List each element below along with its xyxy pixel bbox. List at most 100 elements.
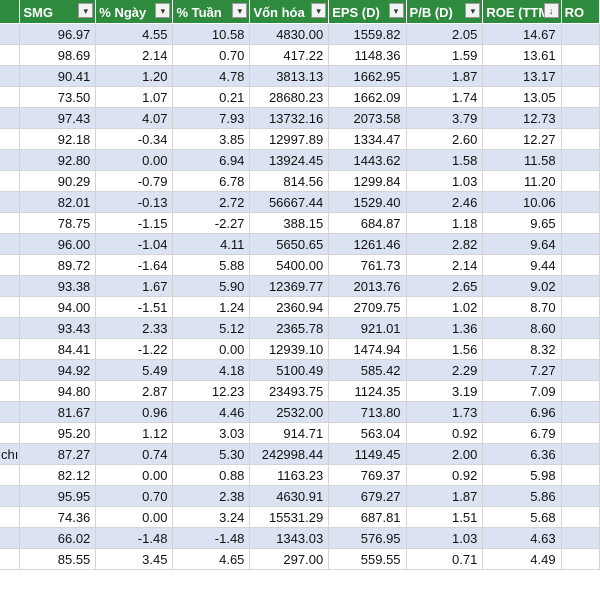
table-cell[interactable]: [0, 401, 21, 423]
table-cell[interactable]: 1529.40: [328, 191, 407, 213]
table-cell[interactable]: 5100.49: [249, 359, 330, 381]
filter-dropdown-icon[interactable]: ▾: [465, 3, 481, 18]
table-cell[interactable]: 4.65: [172, 548, 251, 570]
table-cell[interactable]: -0.34: [95, 128, 174, 150]
table-cell[interactable]: 4.78: [172, 65, 251, 87]
table-cell[interactable]: [561, 275, 600, 297]
table-cell[interactable]: 1559.82: [328, 23, 407, 45]
table-cell[interactable]: [0, 212, 21, 234]
table-cell[interactable]: -1.48: [172, 527, 251, 549]
table-cell[interactable]: 85.55: [19, 548, 97, 570]
table-cell[interactable]: 1443.62: [328, 149, 407, 171]
table-cell[interactable]: 6.36: [482, 443, 562, 465]
table-cell[interactable]: -1.22: [95, 338, 174, 360]
table-cell[interactable]: 1.58: [406, 149, 484, 171]
table-cell[interactable]: 9.02: [482, 275, 562, 297]
table-cell[interactable]: -1.51: [95, 296, 174, 318]
table-cell[interactable]: 0.74: [95, 443, 174, 465]
table-cell[interactable]: [0, 233, 21, 255]
table-cell[interactable]: 0.92: [406, 464, 484, 486]
table-cell[interactable]: 87.27: [19, 443, 97, 465]
table-cell[interactable]: 0.00: [172, 338, 251, 360]
table-cell[interactable]: 2709.75: [328, 296, 407, 318]
column-header[interactable]: Vốn hóa ▾: [249, 0, 330, 24]
table-cell[interactable]: 82.12: [19, 464, 97, 486]
table-cell[interactable]: [0, 380, 21, 402]
table-cell[interactable]: [0, 317, 21, 339]
table-cell[interactable]: 388.15: [249, 212, 330, 234]
table-cell[interactable]: 0.00: [95, 464, 174, 486]
table-cell[interactable]: 2.82: [406, 233, 484, 255]
table-cell[interactable]: [0, 149, 21, 171]
table-cell[interactable]: [561, 128, 600, 150]
column-header[interactable]: P/B (D) ▾: [406, 0, 484, 24]
table-cell[interactable]: 15531.29: [249, 506, 330, 528]
table-cell[interactable]: [561, 380, 600, 402]
table-cell[interactable]: 4.18: [172, 359, 251, 381]
table-cell[interactable]: [561, 23, 600, 45]
table-cell[interactable]: 5.49: [95, 359, 174, 381]
table-cell[interactable]: 3.19: [406, 380, 484, 402]
table-cell[interactable]: [561, 170, 600, 192]
table-cell[interactable]: 5650.65: [249, 233, 330, 255]
table-cell[interactable]: 2.38: [172, 485, 251, 507]
table-cell[interactable]: [0, 107, 21, 129]
table-cell[interactable]: 0.70: [95, 485, 174, 507]
table-cell[interactable]: 0.88: [172, 464, 251, 486]
table-cell[interactable]: [561, 191, 600, 213]
table-cell[interactable]: 0.70: [172, 44, 251, 66]
table-cell[interactable]: 13924.45: [249, 149, 330, 171]
table-cell[interactable]: 3.24: [172, 506, 251, 528]
table-cell[interactable]: 3.45: [95, 548, 174, 570]
table-cell[interactable]: 94.00: [19, 296, 97, 318]
column-header[interactable]: % Ngày ▾: [95, 0, 174, 24]
table-cell[interactable]: [561, 149, 600, 171]
column-header[interactable]: ROE (TTM)↓: [482, 0, 562, 24]
table-cell[interactable]: 1124.35: [328, 380, 407, 402]
table-cell[interactable]: 297.00: [249, 548, 330, 570]
table-cell[interactable]: 89.72: [19, 254, 97, 276]
table-cell[interactable]: [561, 212, 600, 234]
table-cell[interactable]: 2.14: [95, 44, 174, 66]
table-cell[interactable]: [561, 254, 600, 276]
table-cell[interactable]: 1.12: [95, 422, 174, 444]
table-cell[interactable]: 4.63: [482, 527, 562, 549]
table-cell[interactable]: 1.07: [95, 86, 174, 108]
table-cell[interactable]: [561, 317, 600, 339]
table-cell[interactable]: 92.18: [19, 128, 97, 150]
column-header[interactable]: RO: [561, 0, 600, 24]
table-cell[interactable]: 11.20: [482, 170, 562, 192]
table-cell[interactable]: [561, 548, 600, 570]
table-cell[interactable]: -2.27: [172, 212, 251, 234]
table-cell[interactable]: 2.72: [172, 191, 251, 213]
table-cell[interactable]: 12.23: [172, 380, 251, 402]
table-cell[interactable]: 559.55: [328, 548, 407, 570]
table-cell[interactable]: -1.04: [95, 233, 174, 255]
table-cell[interactable]: 1662.95: [328, 65, 407, 87]
sort-descending-icon[interactable]: ↓: [543, 3, 559, 18]
table-cell[interactable]: 1.36: [406, 317, 484, 339]
table-cell[interactable]: 242998.44: [249, 443, 330, 465]
table-cell[interactable]: 2365.78: [249, 317, 330, 339]
table-cell[interactable]: [0, 464, 21, 486]
table-cell[interactable]: 4.11: [172, 233, 251, 255]
table-cell[interactable]: 1.51: [406, 506, 484, 528]
table-cell[interactable]: 12.73: [482, 107, 562, 129]
table-cell[interactable]: 1149.45: [328, 443, 407, 465]
table-cell[interactable]: 8.70: [482, 296, 562, 318]
table-cell[interactable]: 4.49: [482, 548, 562, 570]
table-cell[interactable]: -1.15: [95, 212, 174, 234]
table-cell[interactable]: 1334.47: [328, 128, 407, 150]
column-header[interactable]: [0, 0, 21, 24]
table-cell[interactable]: 914.71: [249, 422, 330, 444]
table-cell[interactable]: 2.87: [95, 380, 174, 402]
table-cell[interactable]: 2360.94: [249, 296, 330, 318]
table-cell[interactable]: 684.87: [328, 212, 407, 234]
table-cell[interactable]: 9.64: [482, 233, 562, 255]
table-cell[interactable]: 23493.75: [249, 380, 330, 402]
table-cell[interactable]: 5.86: [482, 485, 562, 507]
table-cell[interactable]: 14.67: [482, 23, 562, 45]
table-cell[interactable]: -1.64: [95, 254, 174, 276]
table-cell[interactable]: 417.22: [249, 44, 330, 66]
table-cell[interactable]: [0, 485, 21, 507]
